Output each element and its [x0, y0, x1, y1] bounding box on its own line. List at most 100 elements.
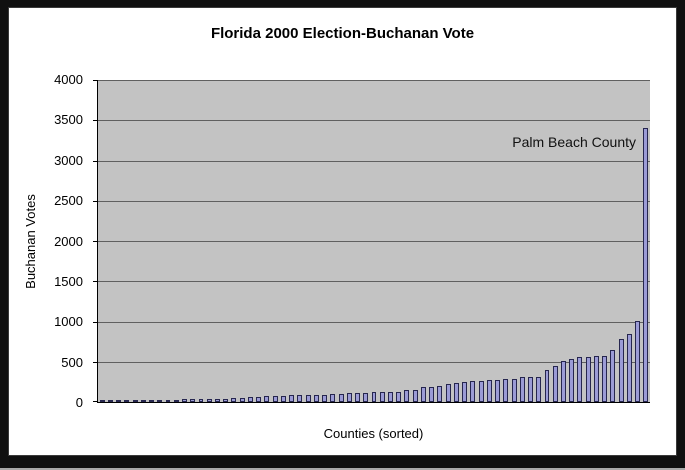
bar-county-34 — [371, 392, 377, 402]
bar-county-6 — [140, 399, 146, 402]
bar-county-58 — [569, 358, 575, 402]
gridline-3000 — [98, 160, 650, 162]
bar-county-41 — [429, 387, 435, 402]
y-axis-labels: 0 500 1000 1500 2000 2500 3000 3500 4000 — [9, 72, 89, 410]
bar-county-42 — [437, 386, 443, 402]
gridline-4000 — [98, 80, 650, 81]
bar-county-63 — [610, 349, 616, 402]
bar-county-13 — [198, 399, 204, 402]
bar-county-56 — [552, 366, 558, 402]
y-tick-label-1000: 1000 — [54, 314, 83, 330]
bar-county-4 — [124, 400, 130, 402]
bar-county-44 — [453, 382, 459, 402]
y-tick-label-4000: 4000 — [54, 72, 83, 87]
y-tick-mark — [93, 80, 97, 81]
bar-county-24 — [289, 395, 295, 402]
bar-county-31 — [346, 393, 352, 402]
y-tick-mark — [93, 361, 97, 363]
y-tick-label-3500: 3500 — [54, 112, 83, 128]
plot-area: Palm Beach County — [93, 80, 650, 403]
bar-county-15 — [214, 398, 220, 402]
bar-county-7 — [149, 399, 155, 402]
bar-county-25 — [297, 394, 303, 402]
bar-county-38 — [404, 390, 410, 402]
bar-county-43 — [445, 383, 451, 402]
y-tick-label-0: 0 — [75, 395, 83, 410]
y-tick-label-2500: 2500 — [54, 193, 83, 209]
y-tick-label-1500: 1500 — [54, 273, 83, 289]
bar-county-18 — [239, 398, 245, 402]
x-axis-title: Counties (sorted) — [323, 426, 424, 441]
bar-county-54 — [536, 376, 542, 402]
bar-county-14 — [206, 398, 212, 402]
bar-county-22 — [272, 396, 278, 402]
y-tick-mark — [93, 241, 97, 242]
bar-county-29 — [330, 393, 336, 402]
y-tick-label-2000: 2000 — [54, 233, 83, 249]
y-tick-mark — [93, 160, 97, 162]
bar-county-32 — [355, 392, 360, 402]
bar-county-12 — [190, 399, 196, 402]
y-tick-mark — [93, 401, 97, 402]
bar-county-20 — [256, 396, 262, 402]
y-tick-mark — [93, 281, 97, 283]
chart-frame: Florida 2000 Election-Buchanan Vote Buch… — [8, 7, 677, 456]
bar-county-9 — [165, 399, 171, 402]
y-tick-mark — [93, 120, 97, 122]
bar-county-57 — [561, 361, 566, 402]
gridline-3500 — [98, 120, 650, 122]
bar-county-1 — [99, 400, 105, 402]
bar-county-21 — [264, 396, 270, 402]
bar-county-65 — [626, 333, 632, 402]
gridline-500 — [98, 361, 650, 363]
bar-county-67 — [643, 127, 649, 402]
bar-county-26 — [305, 394, 311, 402]
bar-county-48 — [486, 380, 492, 402]
bar-county-8 — [157, 399, 163, 402]
bar-county-45 — [462, 382, 468, 402]
annotation-palm-beach-county: Palm Beach County — [512, 134, 636, 150]
bar-county-19 — [247, 396, 253, 402]
bar-county-61 — [593, 356, 599, 402]
bar-county-37 — [396, 391, 402, 402]
bar-county-50 — [503, 379, 509, 402]
y-tick-mark — [93, 200, 97, 202]
bar-county-52 — [519, 377, 525, 402]
bar-county-16 — [223, 398, 229, 402]
bar-county-30 — [338, 393, 344, 402]
bar-county-36 — [388, 392, 393, 402]
bar-county-59 — [577, 356, 583, 402]
bar-county-33 — [363, 392, 369, 402]
gridline-1500 — [98, 281, 650, 283]
window-bottom-edge — [0, 468, 685, 470]
bar-county-53 — [528, 377, 533, 402]
gridline-1000 — [98, 321, 650, 323]
bar-county-64 — [618, 338, 624, 402]
bar-county-39 — [412, 390, 418, 402]
bar-county-2 — [107, 400, 113, 402]
bar-county-47 — [478, 380, 484, 402]
chart-title: Florida 2000 Election-Buchanan Vote — [210, 25, 475, 42]
bar-county-60 — [585, 356, 591, 402]
bar-county-11 — [182, 399, 187, 402]
gridline-2000 — [98, 241, 650, 242]
bar-county-3 — [116, 400, 122, 402]
bar-county-28 — [322, 394, 328, 402]
y-tick-label-500: 500 — [61, 354, 83, 370]
bar-county-66 — [635, 320, 641, 402]
bar-county-62 — [602, 356, 608, 402]
bar-county-5 — [132, 399, 138, 402]
bar-county-49 — [495, 380, 501, 402]
bar-county-10 — [173, 399, 179, 402]
y-tick-mark — [93, 321, 97, 323]
bar-county-46 — [470, 380, 476, 402]
bar-county-40 — [420, 387, 426, 402]
bar-county-27 — [313, 394, 319, 402]
bar-county-51 — [511, 378, 517, 402]
gridline-2500 — [98, 200, 650, 202]
bar-county-55 — [544, 370, 550, 402]
bar-county-35 — [379, 392, 385, 402]
y-tick-label-3000: 3000 — [54, 152, 83, 168]
bar-county-17 — [231, 398, 237, 402]
bar-county-23 — [280, 395, 286, 402]
